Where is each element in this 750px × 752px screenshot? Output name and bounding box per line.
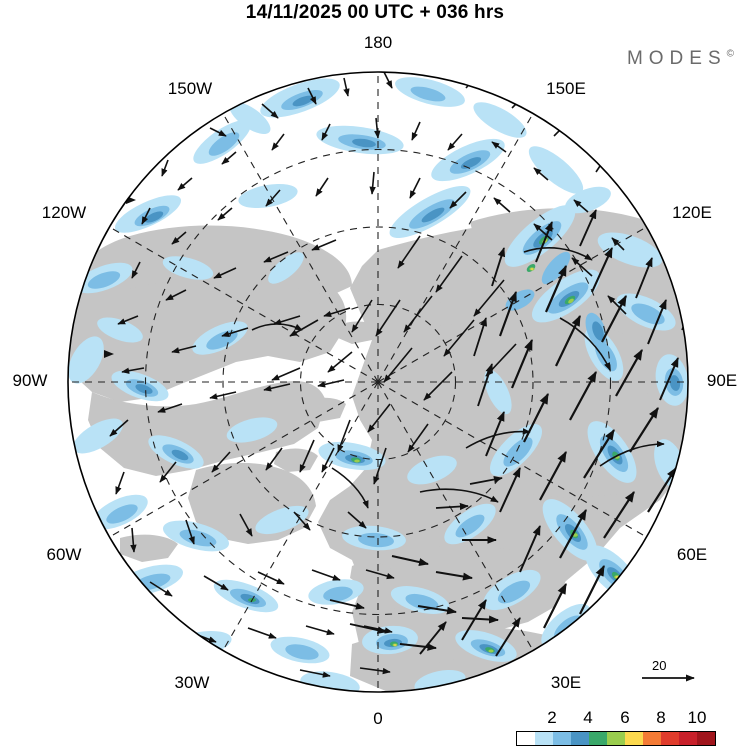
longitude-label: 30E (550, 673, 582, 692)
colorbar (516, 731, 716, 746)
colorbar-tick: 2 (547, 708, 557, 727)
colorbar-swatch (607, 732, 625, 745)
longitude-label: 120E (672, 203, 712, 222)
colorbar-swatch (697, 732, 715, 745)
copyright-mark: © (726, 48, 734, 60)
colorbar-swatch (571, 732, 589, 745)
modes-logo: MODES© (627, 48, 734, 70)
graticule (68, 72, 688, 692)
colorbar-swatch (643, 732, 661, 745)
colorbar-tick-labels: 2 4 6 8 10 (516, 708, 716, 730)
colorbar-tick: 10 (687, 708, 707, 727)
longitude-label: 60W (46, 545, 82, 564)
wind-vectors (109, 72, 688, 682)
longitude-label: 0 (373, 709, 383, 728)
colorbar-tick: 8 (656, 708, 666, 727)
colorbar-tick: 6 (620, 708, 630, 727)
page-title: 14/11/2025 00 UTC + 036 hrs (245, 2, 505, 23)
longitude-label: 180 (363, 33, 393, 52)
colorbar-tick: 4 (583, 708, 593, 727)
modes-logo-text: MODES (626, 48, 727, 69)
colorbar-swatch (553, 732, 571, 745)
colorbar-swatch (535, 732, 553, 745)
colorbar-swatch (661, 732, 679, 745)
longitude-label: 90W (12, 371, 48, 390)
longitude-label: 30W (174, 673, 210, 692)
colorbar-swatch (517, 732, 535, 745)
colorbar-swatch (589, 732, 607, 745)
wind-scale-arrow (642, 674, 695, 682)
longitude-label: 150W (167, 79, 213, 98)
longitude-label: 120W (41, 203, 87, 222)
longitude-label: 60E (676, 545, 708, 564)
wind-scale-value: 20 (652, 658, 667, 673)
wind-scale-legend: 20 (640, 658, 710, 700)
colorbar-swatch (625, 732, 643, 745)
colorbar-swatch (679, 732, 697, 745)
map-content (68, 72, 688, 692)
longitude-label: 150E (546, 79, 586, 98)
map-boundary (67, 71, 689, 693)
longitude-label: 90E (706, 371, 738, 390)
